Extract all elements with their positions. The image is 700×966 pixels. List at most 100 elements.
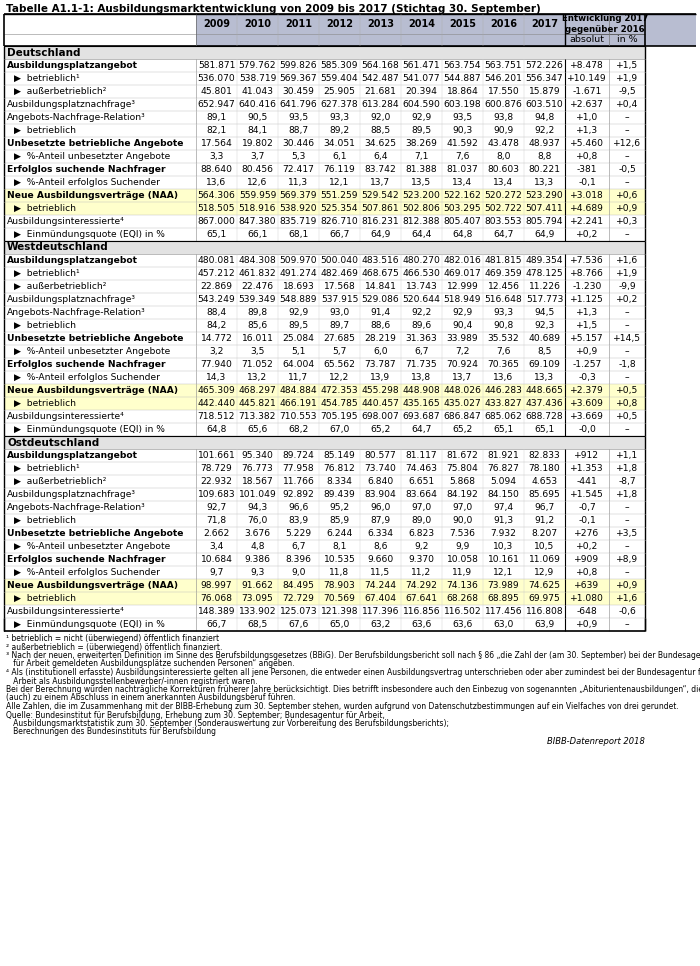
Text: Deutschland: Deutschland [7, 47, 80, 58]
Text: +0,2: +0,2 [616, 295, 638, 304]
Text: 604.590: 604.590 [402, 100, 440, 109]
Text: 70.365: 70.365 [488, 360, 519, 369]
Text: 9,2: 9,2 [414, 542, 428, 551]
Text: 28.219: 28.219 [365, 334, 396, 343]
Text: 484.884: 484.884 [279, 386, 317, 395]
Text: -648: -648 [577, 607, 597, 616]
Text: 2012: 2012 [326, 19, 353, 29]
Text: –: – [624, 308, 629, 317]
Text: 63,9: 63,9 [534, 620, 554, 629]
Text: 18.567: 18.567 [241, 477, 274, 486]
Text: -9,9: -9,9 [618, 282, 636, 291]
Bar [4, 267, 645, 280]
Bar [4, 319, 645, 332]
Text: 12,1: 12,1 [494, 568, 514, 577]
Text: 95,2: 95,2 [330, 503, 349, 512]
Text: 81.388: 81.388 [406, 165, 438, 174]
Text: ▶  betrieblich¹: ▶ betrieblich¹ [14, 74, 80, 83]
Text: +0,9: +0,9 [576, 347, 598, 356]
Text: ▶  Einmündungsquote (EQI) in %: ▶ Einmündungsquote (EQI) in % [14, 230, 165, 239]
Text: –: – [624, 126, 629, 135]
Text: 518.505: 518.505 [197, 204, 235, 213]
Text: 89.439: 89.439 [323, 490, 356, 499]
Bar [4, 46, 645, 59]
Text: 101.049: 101.049 [239, 490, 276, 499]
Text: 34.625: 34.625 [365, 139, 396, 148]
Text: ▶  %-Anteil erfolglos Suchender: ▶ %-Anteil erfolglos Suchender [14, 373, 160, 382]
Text: 81.037: 81.037 [447, 165, 478, 174]
Bar [4, 189, 645, 202]
Text: 468.675: 468.675 [362, 269, 400, 278]
Text: 5,3: 5,3 [291, 152, 306, 161]
Text: 3,4: 3,4 [209, 542, 224, 551]
Text: 88,6: 88,6 [370, 321, 391, 330]
Text: 71,8: 71,8 [206, 516, 227, 525]
Text: ▶  Einmündungsquote (EQI) in %: ▶ Einmündungsquote (EQI) in % [14, 425, 165, 434]
Text: 93,8: 93,8 [494, 113, 514, 122]
Bar [4, 150, 645, 163]
Text: 69.975: 69.975 [528, 594, 561, 603]
Text: 64,8: 64,8 [452, 230, 472, 239]
Text: 466.191: 466.191 [279, 399, 317, 408]
Text: 74.463: 74.463 [405, 464, 438, 473]
Text: 88.640: 88.640 [200, 165, 232, 174]
Text: +0,8: +0,8 [576, 568, 598, 577]
Text: +1,8: +1,8 [616, 464, 638, 473]
Text: –: – [624, 113, 629, 122]
Text: 5.229: 5.229 [286, 529, 312, 538]
Text: 509.970: 509.970 [280, 256, 317, 265]
Text: +12,6: +12,6 [613, 139, 641, 148]
Text: 11.766: 11.766 [283, 477, 314, 486]
Text: 518.949: 518.949 [444, 295, 482, 304]
Text: 3,3: 3,3 [209, 152, 224, 161]
Text: -0,3: -0,3 [578, 373, 596, 382]
Text: 457.212: 457.212 [197, 269, 235, 278]
Text: 71.052: 71.052 [241, 360, 274, 369]
Text: +10.149: +10.149 [567, 74, 607, 83]
Text: 543.249: 543.249 [197, 295, 235, 304]
Text: 537.915: 537.915 [321, 295, 358, 304]
Text: 30.446: 30.446 [282, 139, 314, 148]
Text: 10,3: 10,3 [494, 542, 514, 551]
Text: 440.457: 440.457 [362, 399, 400, 408]
Text: +1.080: +1.080 [570, 594, 604, 603]
Text: 12,6: 12,6 [247, 178, 267, 187]
Text: Ausbildungsplatznachfrage³: Ausbildungsplatznachfrage³ [7, 295, 136, 304]
Text: 14.841: 14.841 [365, 282, 396, 291]
Text: Entwicklung 2017
gegenüber 2016: Entwicklung 2017 gegenüber 2016 [561, 14, 648, 34]
Text: 84.150: 84.150 [488, 490, 519, 499]
Text: 66,7: 66,7 [329, 230, 350, 239]
Text: +1.125: +1.125 [570, 295, 604, 304]
Text: 90,4: 90,4 [452, 321, 472, 330]
Text: 442.440: 442.440 [197, 399, 236, 408]
Text: 627.378: 627.378 [321, 100, 358, 109]
Text: 11.069: 11.069 [528, 555, 561, 564]
Text: 17.568: 17.568 [323, 282, 356, 291]
Text: +1,5: +1,5 [576, 321, 598, 330]
Text: 73.787: 73.787 [365, 360, 396, 369]
Text: 64,4: 64,4 [412, 230, 432, 239]
Text: 518.916: 518.916 [239, 204, 276, 213]
Text: 92,9: 92,9 [452, 308, 472, 317]
Text: 9.660: 9.660 [368, 555, 393, 564]
Text: Angebots-Nachfrage-Relation³: Angebots-Nachfrage-Relation³ [7, 503, 146, 512]
Text: –: – [624, 542, 629, 551]
Text: 74.292: 74.292 [405, 581, 438, 590]
Text: 13,4: 13,4 [452, 178, 472, 187]
Text: 9,3: 9,3 [251, 568, 265, 577]
Text: 6.651: 6.651 [408, 477, 435, 486]
Text: 480.081: 480.081 [197, 256, 235, 265]
Text: Unbesetzte betriebliche Angebote: Unbesetzte betriebliche Angebote [7, 139, 183, 148]
Text: 468.297: 468.297 [239, 386, 276, 395]
Text: 41.043: 41.043 [241, 87, 274, 96]
Text: +1.545: +1.545 [570, 490, 604, 499]
Text: Arbeit als Ausbildungsstellenbewerber/-innen registriert waren.: Arbeit als Ausbildungsstellenbewerber/-i… [6, 676, 258, 686]
Text: 13,2: 13,2 [247, 373, 267, 382]
Text: 11,7: 11,7 [288, 373, 309, 382]
Text: 7,2: 7,2 [455, 347, 470, 356]
Text: 2.662: 2.662 [203, 529, 230, 538]
Text: Unbesetzte betriebliche Angebote: Unbesetzte betriebliche Angebote [7, 529, 183, 538]
Text: 12,1: 12,1 [330, 178, 349, 187]
Text: 68,1: 68,1 [288, 230, 309, 239]
Text: 13,6: 13,6 [206, 178, 227, 187]
